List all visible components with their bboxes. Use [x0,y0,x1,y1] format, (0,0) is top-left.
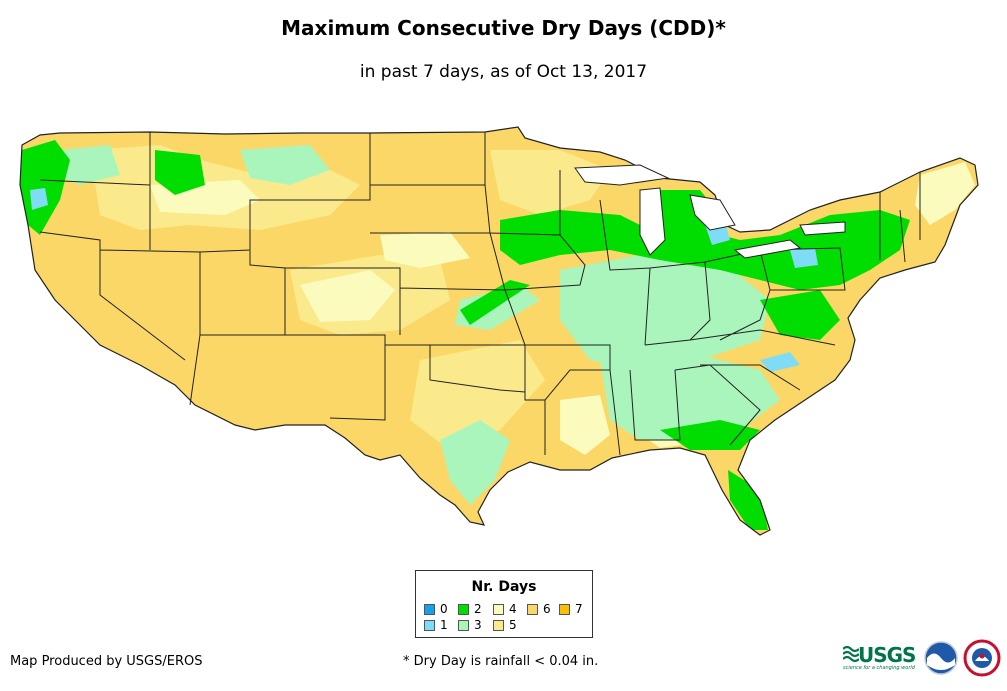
legend-item-7: 7 [559,602,583,616]
zone-4-colorado [300,270,395,322]
zone-3-idaho [240,145,330,185]
zone-4-nebraska [380,232,470,268]
legend-item-3: 3 [458,618,482,632]
map-credit: Map Produced by USGS/EROS [10,654,203,669]
legend-swatch-0 [424,603,435,615]
zone-3-ohio-valley [560,255,770,370]
map-title: Maximum Consecutive Dry Days (CDD)* [281,16,726,40]
legend-label-2: 2 [474,602,482,616]
legend-item-4: 4 [493,602,517,616]
usgs-wave-icon [843,645,859,663]
legend-label-7: 7 [575,602,583,616]
zone-1-pennsylvania [790,248,818,268]
legend: Nr. Days 0 1 2 3 4 5 6 7 [415,570,593,638]
legend-swatch-7 [559,603,570,615]
noaa-logo-icon [924,641,958,675]
legend-swatch-2 [458,603,469,615]
zone-5-texas [410,340,545,450]
zone-2-panhandle [660,420,760,450]
dry-days-zones [20,140,975,530]
legend-label-3: 3 [474,618,482,632]
zone-1-oregon [30,188,48,210]
legend-label-0: 0 [440,602,448,616]
zone-3-southeast [600,355,780,440]
legend-swatch-3 [458,619,469,631]
legend-swatch-4 [493,603,504,615]
dry-day-footnote: * Dry Day is rainfall < 0.04 in. [403,654,599,669]
usgs-logo: USGS [858,643,916,667]
zone-2-idaho [155,150,205,195]
zone-5-upper-midwest [490,150,610,215]
map-subtitle: in past 7 days, as of Oct 13, 2017 [359,62,648,82]
zone-2-florida [728,470,768,530]
legend-swatch-6 [527,603,538,615]
legend-item-6: 6 [527,602,551,616]
legend-item-5: 5 [493,618,517,632]
usgs-tagline: science for a changing world [843,665,915,671]
legend-item-2: 2 [458,602,482,616]
legend-label-1: 1 [440,618,448,632]
zone-2-kansas-streak [460,280,530,325]
legend-label-5: 5 [509,618,517,632]
zone-4-maine [915,162,975,225]
legend-swatch-5 [493,619,504,631]
legend-item-0: 0 [424,602,448,616]
legend-label-6: 6 [543,602,551,616]
zone-3-washington [55,145,120,185]
us-dry-days-map [19,126,979,536]
zone-1-carolina [760,352,800,372]
zone-2-northwest-coast [20,140,70,235]
zone-2-appalachia [760,290,840,340]
legend-label-4: 4 [509,602,517,616]
zone-4-louisiana [560,395,610,455]
zone-3-texas-coast [440,420,510,505]
nws-logo-icon [963,639,1001,677]
legend-swatch-1 [424,619,435,631]
legend-title: Nr. Days [471,579,537,595]
legend-item-1: 1 [424,618,448,632]
great-lakes [574,164,846,259]
